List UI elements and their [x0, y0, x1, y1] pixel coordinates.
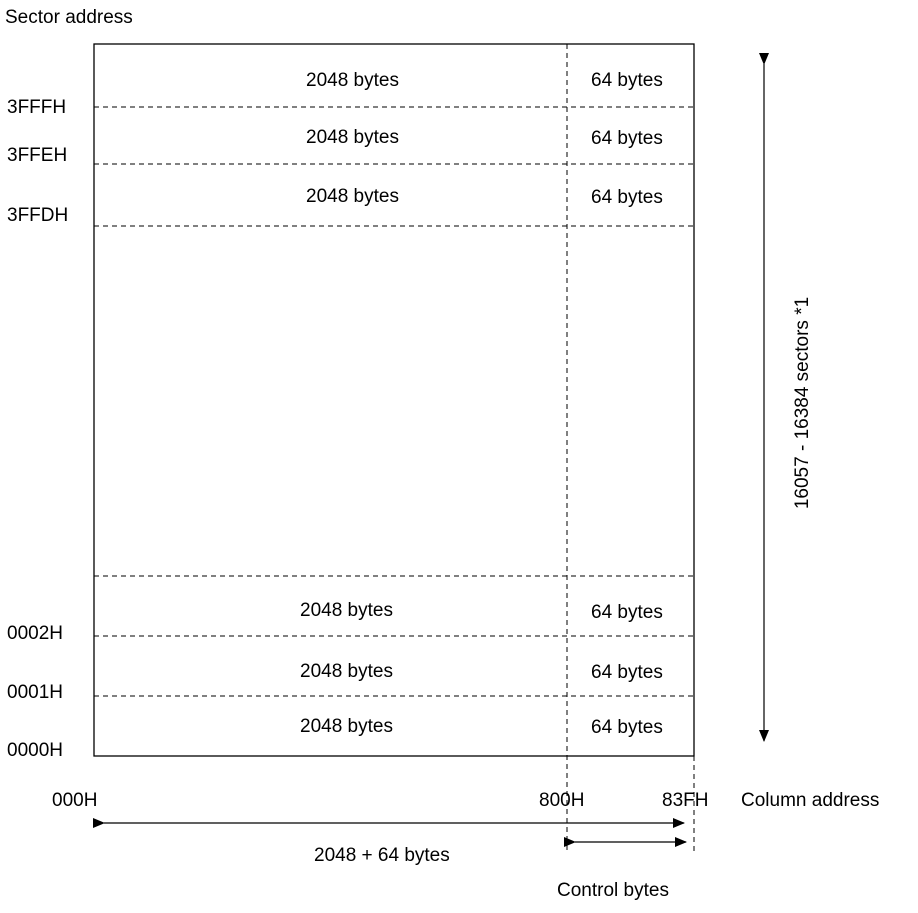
sector-address: 3FFFH	[7, 97, 67, 118]
control-bytes-cell: 64 bytes	[591, 602, 663, 623]
sector-count-label: 16057 - 16384 sectors *1	[792, 296, 813, 510]
data-bytes-label: 2048 bytes	[300, 600, 393, 621]
control-bytes-label: Control bytes	[557, 880, 669, 901]
control-bytes-cell: 64 bytes	[591, 70, 663, 91]
data-bytes-label: 2048 bytes	[300, 716, 393, 737]
column-tick-start: 000H	[52, 790, 98, 811]
data-bytes-label: 2048 bytes	[306, 70, 399, 91]
column-tick-end: 83FH	[662, 790, 709, 811]
total-width-label: 2048 + 64 bytes	[314, 845, 450, 866]
sector-address: 3FFDH	[7, 205, 69, 226]
memory-block-outline	[93, 43, 695, 757]
sector-address: 3FFEH	[7, 145, 68, 166]
data-bytes-label: 2048 bytes	[306, 127, 399, 148]
control-bytes-cell: 64 bytes	[591, 717, 663, 738]
column-address-label: Column address	[741, 790, 880, 811]
control-bytes-cell: 64 bytes	[591, 128, 663, 149]
control-bytes-cell: 64 bytes	[591, 187, 663, 208]
sector-address: 0002H	[7, 623, 63, 644]
column-tick-data-end: 800H	[539, 790, 585, 811]
control-bytes-cell: 64 bytes	[591, 662, 663, 683]
sector-address-label: Sector address	[5, 7, 133, 28]
data-bytes-label: 2048 bytes	[300, 661, 393, 682]
data-bytes-label: 2048 bytes	[306, 186, 399, 207]
sector-address: 0000H	[7, 740, 63, 761]
sector-address: 0001H	[7, 682, 63, 703]
